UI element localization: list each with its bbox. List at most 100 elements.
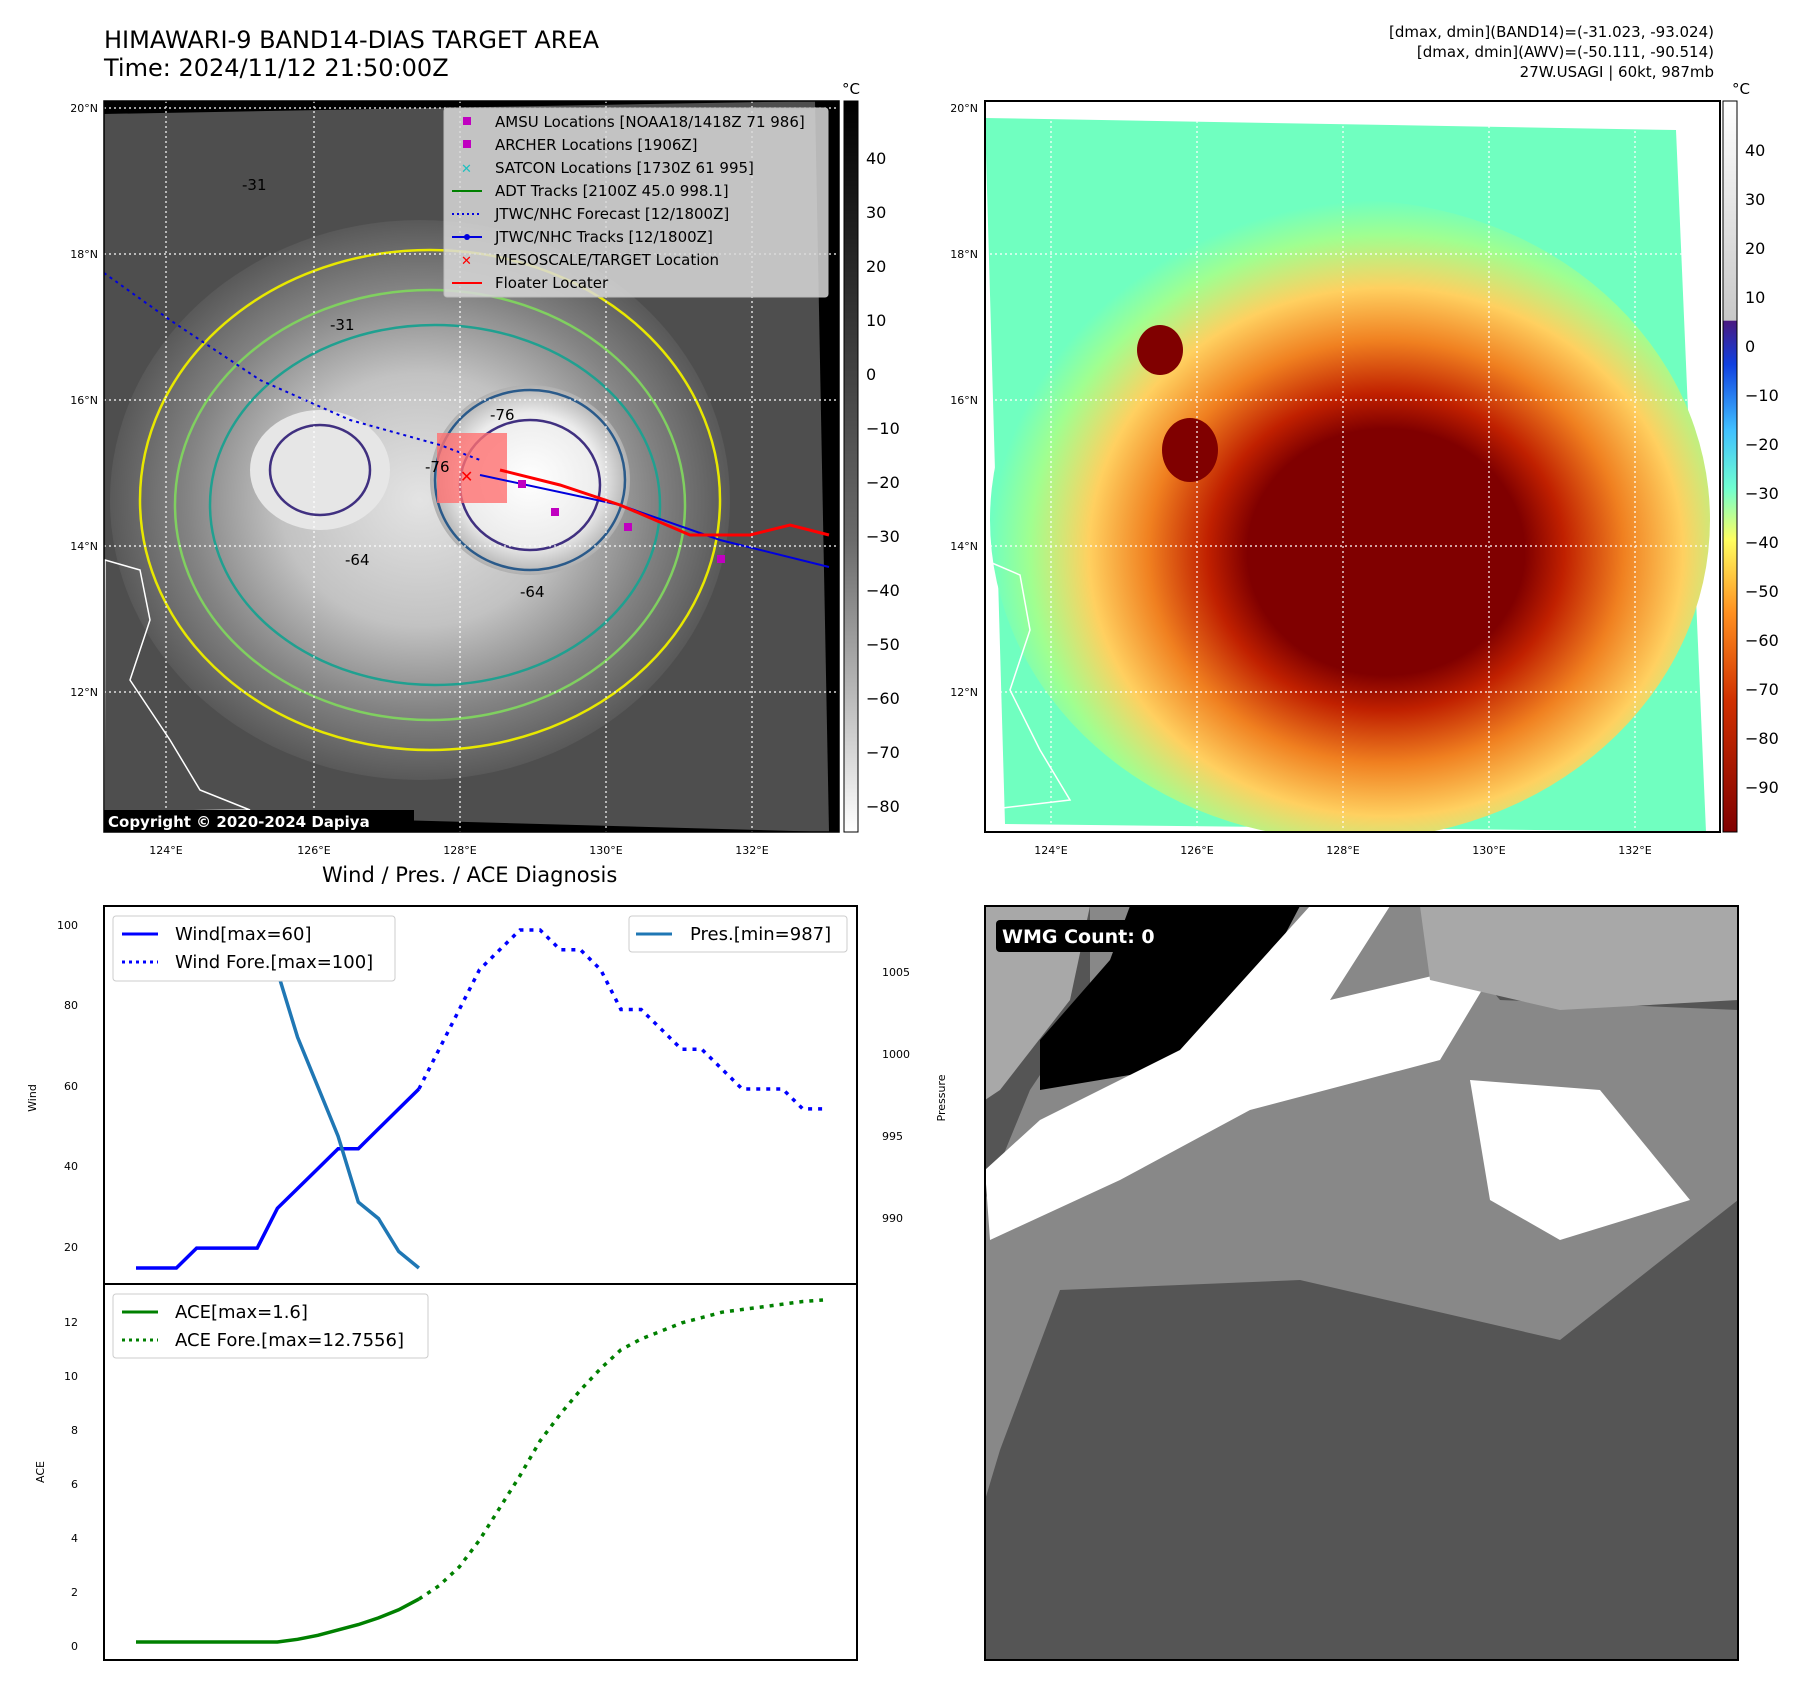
legend-amsu-marker xyxy=(463,117,471,125)
svg-text:−30: −30 xyxy=(1745,484,1779,503)
lon2-label-128: 128°E xyxy=(1326,844,1359,857)
legend-satcon-marker: ✕ xyxy=(461,162,472,177)
wind-legend: Wind[max=60] Wind Fore.[max=100] xyxy=(112,915,396,982)
lat2-label-14: 14°N xyxy=(950,540,978,553)
svg-text:1000: 1000 xyxy=(882,1048,910,1061)
meta-storm: 27W.USAGI | 60kt, 987mb xyxy=(1519,63,1714,81)
svg-text:10: 10 xyxy=(1745,288,1765,307)
copyright-text: Copyright © 2020-2024 Dapiya xyxy=(108,813,370,831)
cloud-shield xyxy=(110,220,730,780)
wmg-white-patch xyxy=(1470,1080,1690,1240)
ace-series-layer xyxy=(136,1298,824,1644)
lat-label-12: 12°N xyxy=(70,686,98,699)
svg-text:−80: −80 xyxy=(866,797,900,816)
wmg-frame xyxy=(984,905,1739,1661)
svg-text:−50: −50 xyxy=(1745,582,1779,601)
legend-track-dot xyxy=(464,234,470,240)
lon-label-130: 130°E xyxy=(589,844,622,857)
svg-text:1005: 1005 xyxy=(882,966,910,979)
color-colorbar-ticks: 40 30 20 10 0 −10 −20 −30 −40 −50 −60 −7… xyxy=(1745,141,1779,797)
chart-title: HIMAWARI-9 BAND14-DIAS TARGET AREA Time:… xyxy=(104,26,599,82)
lon2-label-132: 132°E xyxy=(1618,844,1651,857)
legend-amsu: AMSU Locations [NOAA18/1418Z 71 986] xyxy=(495,113,805,131)
gray-colorbar-ticks: 40 30 20 10 0 −10 −20 −30 −40 −50 −60 −7… xyxy=(866,149,900,816)
svg-text:−70: −70 xyxy=(1745,680,1779,699)
legend-floater: Floater Locater xyxy=(495,274,609,292)
legend-target-marker: ✕ xyxy=(461,254,472,269)
gray-colorbar-unit: °C xyxy=(842,80,860,98)
svg-text:−20: −20 xyxy=(866,473,900,492)
legend-ace-fore: ACE Fore.[max=12.7556] xyxy=(175,1330,404,1351)
svg-text:10: 10 xyxy=(64,1370,78,1383)
ace-line xyxy=(136,1597,420,1644)
ace-legend: ACE[max=1.6] ACE Fore.[max=12.7556] xyxy=(112,1293,429,1359)
contour-label-2: -31 xyxy=(330,316,355,334)
target-area-box xyxy=(437,433,507,503)
svg-text:20: 20 xyxy=(866,257,886,276)
ace-forecast-line xyxy=(417,1298,824,1601)
svg-text:−50: −50 xyxy=(866,635,900,654)
archer-marker-2 xyxy=(624,523,632,531)
gray-colorbar: °C 40 30 20 10 0 −10 −20 −30 −40 −50 −60… xyxy=(842,80,900,833)
contour-label-3: -64 xyxy=(345,551,370,569)
svg-text:4: 4 xyxy=(71,1532,78,1545)
legend-track: JTWC/NHC Tracks [12/1800Z] xyxy=(494,228,713,246)
lon2-label-126: 126°E xyxy=(1180,844,1213,857)
pres-legend: Pres.[min=987] xyxy=(628,915,848,953)
legend-adt: ADT Tracks [2100Z 45.0 998.1] xyxy=(495,182,729,200)
amsu-marker xyxy=(518,480,526,488)
color-map-grid xyxy=(985,101,1720,832)
contour-3 xyxy=(208,323,662,687)
diagnosis-title: Wind / Pres. / ACE Diagnosis xyxy=(322,863,618,887)
lat-label-18: 18°N xyxy=(70,248,98,261)
svg-text:20: 20 xyxy=(1745,239,1765,258)
legend-archer-marker xyxy=(463,140,471,148)
lat-label-16: 16°N xyxy=(70,394,98,407)
svg-text:−30: −30 xyxy=(866,527,900,546)
contour-west xyxy=(268,423,372,517)
svg-text:−60: −60 xyxy=(1745,631,1779,650)
wmg-white-band xyxy=(985,906,1500,1240)
jtwc-track xyxy=(479,474,830,568)
legend-target: MESOSCALE/TARGET Location xyxy=(495,251,719,269)
wind-line xyxy=(136,1087,421,1270)
ir-color-map: 20°N 18°N 16°N 14°N 12°N 124°E 126°E 128… xyxy=(950,100,1721,857)
svg-text:8: 8 xyxy=(71,1424,78,1437)
svg-text:−20: −20 xyxy=(1745,435,1779,454)
svg-text:−70: −70 xyxy=(866,743,900,762)
svg-text:0: 0 xyxy=(71,1640,78,1653)
map-frame xyxy=(103,100,840,833)
contour-2 xyxy=(173,288,687,722)
title-line-1: HIMAWARI-9 BAND14-DIAS TARGET AREA xyxy=(104,26,600,54)
lat-label-14: 14°N xyxy=(70,540,98,553)
floater-track xyxy=(499,468,830,537)
svg-text:10: 10 xyxy=(866,311,886,330)
storm-meta: [dmax, dmin](BAND14)=(-31.023, -93.024) … xyxy=(1389,22,1714,82)
legend-wind: Wind[max=60] xyxy=(175,924,312,945)
ace-ylabel: ACE xyxy=(34,1461,47,1483)
color-coastline xyxy=(985,559,1072,811)
svg-text:−40: −40 xyxy=(866,581,900,600)
color-map-frame xyxy=(984,100,1721,833)
legend-pres: Pres.[min=987] xyxy=(690,924,831,945)
lon2-label-130: 130°E xyxy=(1472,844,1505,857)
svg-text:12: 12 xyxy=(64,1316,78,1329)
lat-label-20: 20°N xyxy=(70,102,98,115)
pres-axis-ticks: 1005 1000 995 990 xyxy=(882,966,910,1225)
svg-text:2: 2 xyxy=(71,1586,78,1599)
svg-text:−90: −90 xyxy=(1745,778,1779,797)
contour-label-1: -31 xyxy=(242,176,267,194)
legend-ace: ACE[max=1.6] xyxy=(175,1302,308,1323)
lon-label-124: 124°E xyxy=(149,844,182,857)
svg-text:−10: −10 xyxy=(1745,386,1779,405)
lat2-label-20: 20°N xyxy=(950,102,978,115)
wmg-region-1 xyxy=(985,906,1090,1100)
svg-text:0: 0 xyxy=(866,365,876,384)
svg-text:6: 6 xyxy=(71,1478,78,1491)
svg-text:30: 30 xyxy=(866,203,886,222)
archer-marker-3 xyxy=(717,555,725,563)
copyright-badge xyxy=(104,810,414,832)
color-cell-2 xyxy=(1162,418,1218,482)
svg-text:−80: −80 xyxy=(1745,729,1779,748)
